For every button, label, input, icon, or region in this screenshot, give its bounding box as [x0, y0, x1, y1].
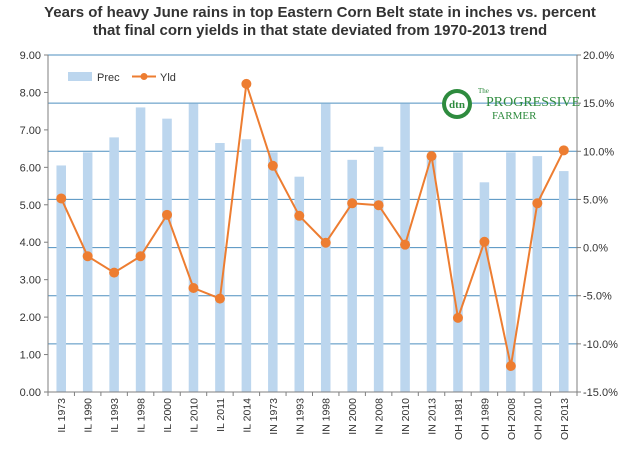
left-tick-label: 0.00	[20, 387, 41, 399]
left-tick-label: 5.00	[20, 200, 41, 212]
chart-title-line2: that final corn yields in that state dev…	[92, 22, 548, 39]
prec-bar	[268, 152, 278, 392]
legend-yld-label: Yld	[160, 72, 176, 84]
yld-point	[214, 293, 225, 304]
yld-point	[241, 78, 252, 89]
x-tick-label: IL 1998	[136, 398, 148, 433]
chart-title-line1: Years of heavy June rains in top Eastern…	[44, 4, 596, 21]
prec-bar	[109, 137, 119, 392]
x-tick-label: IN 1998	[321, 398, 333, 435]
right-tick-label: -5.0%	[583, 291, 612, 303]
yld-point	[188, 283, 199, 294]
x-tick-label: IL 1973	[56, 398, 68, 433]
x-tick-label: IN 2000	[347, 398, 359, 435]
yld-point	[56, 193, 67, 204]
left-tick-label: 9.00	[20, 50, 41, 62]
yld-point	[267, 160, 278, 171]
left-tick-label: 6.00	[20, 162, 41, 174]
prec-bar	[135, 107, 146, 392]
dtn-progressive-farmer-logo: dtn The PROGRESSIVE FARMER	[442, 87, 580, 122]
x-tick-label: OH 2008	[506, 398, 518, 440]
x-tick-label: OH 1981	[453, 398, 465, 440]
yld-point	[558, 145, 569, 156]
legend: Prec Yld	[68, 72, 176, 84]
x-tick-label: OH 2010	[532, 398, 544, 440]
right-tick-label: 20.0%	[583, 50, 614, 62]
prec-bar	[56, 165, 66, 392]
left-tick-label: 4.00	[20, 237, 41, 249]
prec-bar	[162, 118, 172, 393]
yld-point	[452, 312, 463, 323]
x-tick-label: IL 2010	[188, 398, 200, 433]
prec-bar	[479, 182, 490, 392]
right-axis-ticks: -15.0% -10.0% -5.0% 0.0% 5.0% 10.0% 15.0% 20.0%	[577, 50, 618, 399]
logo-progressive-text: PROGRESSIVE	[486, 95, 580, 110]
legend-prec-label: Prec	[97, 72, 120, 84]
right-tick-label: -10.0%	[583, 339, 618, 351]
x-tick-label: OH 1989	[479, 398, 491, 440]
yld-point	[294, 210, 305, 221]
x-tick-label: IL 1990	[83, 398, 95, 433]
prec-bar	[241, 139, 252, 392]
left-tick-label: 7.00	[20, 125, 41, 137]
dtn-logo-text: dtn	[449, 99, 465, 111]
left-tick-label: 2.00	[20, 312, 41, 324]
yld-point	[400, 239, 411, 250]
yld-point	[347, 198, 358, 209]
yld-point	[82, 251, 93, 262]
chart-title: Years of heavy June rains in top Eastern…	[0, 4, 640, 40]
yld-point	[479, 236, 490, 247]
dtn-logo-inner	[446, 93, 468, 115]
x-tick-label: OH 2013	[559, 398, 571, 440]
right-tick-label: 0.0%	[583, 243, 608, 255]
prec-bar	[188, 103, 199, 392]
left-axis-ticks: 0.00 1.00 2.00 3.00 4.00 5.00 6.00 7.00 8.00 9.00	[20, 50, 48, 399]
x-tick-label: IN 2010	[400, 398, 412, 435]
x-tick-label: IL 2014	[241, 398, 253, 433]
prec-bar	[453, 152, 463, 392]
x-axis-ticks: IL 1973 IL 1990 IL 1993 IL 1998 IL 2000 IL 20…	[47, 392, 578, 440]
logo-the-text: The	[478, 87, 489, 95]
yld-point	[505, 361, 516, 372]
legend-prec-swatch	[68, 72, 92, 81]
x-tick-label: IN 2013	[427, 398, 439, 435]
logo-farmer-text: FARMER	[492, 110, 537, 122]
yld-point	[109, 267, 120, 278]
x-tick-label: IL 1993	[109, 398, 121, 433]
right-tick-label: 10.0%	[583, 146, 614, 158]
yld-line-path	[60, 83, 565, 367]
yld-point	[532, 198, 543, 209]
right-tick-label: -15.0%	[583, 387, 618, 399]
prec-bar	[320, 103, 331, 392]
prec-bar	[426, 154, 437, 392]
left-tick-label: 8.00	[20, 87, 41, 99]
yld-point	[373, 200, 384, 211]
left-tick-label: 3.00	[20, 275, 41, 287]
yld-point	[135, 251, 146, 262]
yld-point	[320, 237, 331, 248]
prec-bar	[215, 142, 225, 392]
prec-bar	[559, 171, 569, 392]
right-tick-label: 5.0%	[583, 194, 608, 206]
x-tick-label: IN 2008	[374, 398, 386, 435]
yld-point	[162, 209, 173, 220]
prec-bar	[373, 146, 384, 392]
x-tick-label: IL 2000	[162, 398, 174, 433]
right-tick-label: 15.0%	[583, 98, 614, 110]
prec-bar	[294, 176, 305, 392]
x-tick-label: IN 1993	[294, 398, 306, 435]
prec-bar	[82, 152, 93, 392]
x-tick-label: IL 2011	[215, 398, 227, 432]
legend-yld-marker	[140, 73, 148, 80]
prec-bar	[506, 152, 516, 392]
left-tick-label: 1.00	[20, 350, 41, 362]
yld-point	[426, 151, 437, 162]
prec-bar	[347, 159, 357, 392]
yld-line	[56, 78, 569, 372]
x-tick-label: IN 1973	[268, 398, 280, 435]
prec-bar	[532, 156, 543, 392]
